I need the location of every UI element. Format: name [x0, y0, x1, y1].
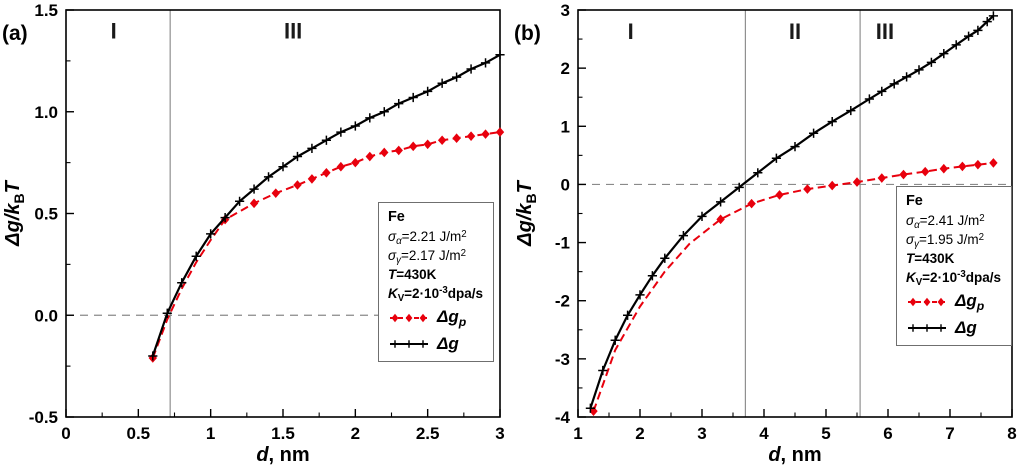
panel-b-label: (b) [514, 22, 541, 45]
y-tick-label: 1.5 [34, 1, 58, 20]
y-tick-label: 0 [561, 175, 570, 194]
y-axis: -0.5 0.0 0.5 1.0 1.5 [29, 1, 74, 427]
x-tick-label: 1 [573, 424, 582, 443]
legend-parameter: KV=2·10-3dpa/s [387, 285, 483, 304]
x-tick-label: 8 [1007, 424, 1016, 443]
panel-b: (b) 1 2 3 4 5 6 7 8 -4 -3 -2 -1 0 1 2 3 I II III d, nm Δg/kB… [512, 0, 1024, 469]
panel-b-plot-area: 1 2 3 4 5 6 7 8 -4 -3 -2 -1 0 1 2 3 I II III d, nm Δg/kBT [512, 0, 1024, 469]
x-tick-label: 5 [821, 424, 830, 443]
legend-parameter: σα=2.41 J/m2 [905, 212, 985, 232]
x-tick-label: 0.5 [127, 424, 151, 443]
x-tick-label: 6 [883, 424, 892, 443]
x-tick-label: 2.5 [416, 424, 440, 443]
y-tick-label: 1 [561, 117, 570, 136]
x-tick-label: 0 [61, 424, 70, 443]
y-axis: -4 -3 -2 -1 0 1 2 3 [555, 1, 586, 427]
x-tick-label: 4 [759, 424, 769, 443]
legend-parameter: T=430K [905, 250, 955, 266]
legend-marker-plus [389, 340, 428, 348]
x-tick-label: 3 [495, 424, 504, 443]
legend-parameter: σγ=1.95 J/m2 [905, 231, 985, 251]
region-label: I [111, 18, 117, 43]
y-tick-label: -2 [555, 292, 570, 311]
series-dg-markers [148, 50, 505, 361]
x-axis-title: d, nm [768, 444, 821, 466]
region-label: II [789, 19, 801, 44]
region-label: III [876, 19, 894, 44]
panel-a-label: (a) [2, 22, 28, 45]
legend-parameter: T=430K [387, 266, 437, 282]
legend-parameter: KV=2·10-3dpa/s [905, 269, 1001, 288]
series-dgp-line [151, 131, 501, 359]
x-tick-label: 2 [635, 424, 644, 443]
x-tick-label: 3 [697, 424, 706, 443]
legend-box: Fe σα=2.21 J/m2 σγ=2.17 J/m2 T=430K KV=2·10-… [377, 202, 494, 363]
x-tick-label: 1.5 [271, 424, 295, 443]
series-dg-markers [585, 11, 998, 413]
region-label: III [284, 18, 302, 43]
y-tick-label: -1 [555, 234, 570, 253]
legend-series-entry: Δg [906, 317, 1001, 339]
legend-material: Fe [387, 209, 405, 225]
legend-marker-plus [907, 324, 946, 332]
legend-parameter: σγ=2.17 J/m2 [387, 247, 467, 267]
legend-series-entry: Δgp [906, 290, 1001, 313]
y-tick-label: 1.0 [34, 103, 58, 122]
minor-ticks [578, 38, 982, 417]
y-tick-label: 3 [561, 1, 570, 20]
legend-parameter: σα=2.21 J/m2 [387, 228, 467, 248]
panel-a: (a) 0 0.5 1 1.5 2 2.5 3 -0.5 0.0 0.5 1.0 1.5 I III d, … [2, 1, 505, 466]
y-tick-label: 2 [561, 59, 570, 78]
y-tick-label: -4 [555, 408, 571, 427]
y-axis-title: Δg/kBT [514, 179, 539, 246]
y-axis-title: Δg/kBT [2, 179, 27, 246]
legend-marker-diamond [389, 313, 428, 322]
x-tick-label: 1 [206, 424, 215, 443]
y-tick-label: 0.0 [34, 306, 58, 325]
x-tick-label: 7 [945, 424, 954, 443]
legend-marker-diamond [907, 297, 946, 306]
x-tick-label: 2 [351, 424, 360, 443]
x-axis: 0 0.5 1 1.5 2 2.5 3 [61, 409, 505, 443]
y-tick-label: -3 [555, 350, 570, 369]
panel-a-plot-area: 0 0.5 1 1.5 2 2.5 3 -0.5 0.0 0.5 1.0 1.5 I III d, nm Δg… [2, 1, 505, 466]
region-label: I [628, 19, 634, 44]
legend-series-entry: Δg [388, 333, 483, 355]
x-axis-title: d, nm [256, 444, 309, 466]
x-axis: 1 2 3 4 5 6 7 8 [573, 409, 1017, 443]
minor-ticks [66, 60, 465, 417]
legend-series-entry: Δgp [388, 306, 483, 329]
y-tick-label: -0.5 [29, 408, 58, 427]
y-tick-label: 0.5 [34, 205, 58, 224]
legend-box: Fe σα=2.41 J/m2 σγ=1.95 J/m2 T=430K KV=2·10-… [895, 186, 1012, 347]
legend-material: Fe [905, 193, 923, 209]
